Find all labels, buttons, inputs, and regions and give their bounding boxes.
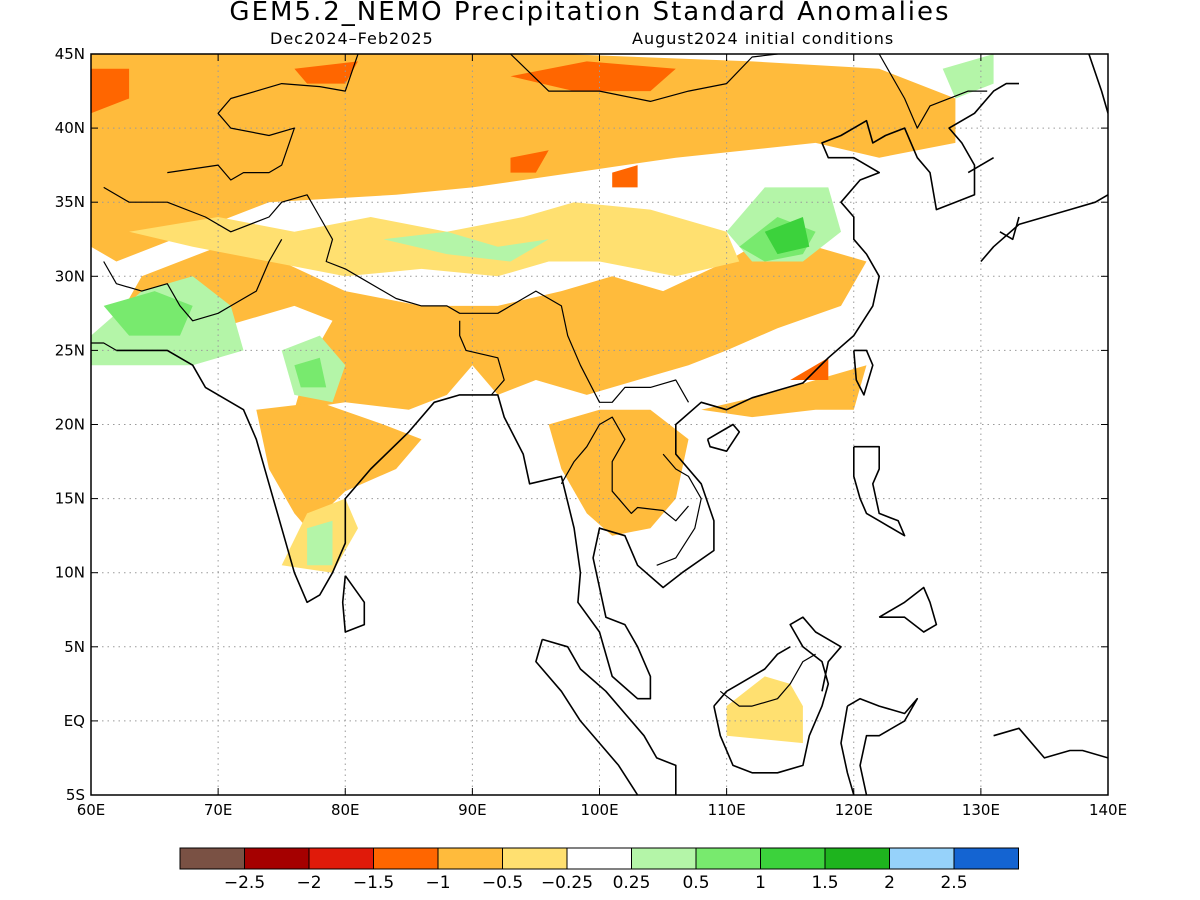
country-border — [656, 453, 702, 566]
colorbar-label: −2.5 — [224, 873, 265, 893]
country-border — [103, 186, 690, 403]
anomaly-region — [294, 357, 327, 388]
colorbar-swatch — [953, 847, 1019, 870]
coastline — [840, 705, 855, 795]
colorbar-label: 0.5 — [682, 873, 709, 893]
coastline — [999, 216, 1020, 241]
country-border-layer — [91, 54, 988, 707]
colorbar-swatch — [308, 847, 374, 870]
anomaly-region — [256, 402, 422, 529]
chart-title: GEM5.2_NEMO Precipitation Standard Anoma… — [229, 0, 951, 27]
coastline — [116, 82, 1019, 700]
anomaly-field-layer — [91, 54, 994, 744]
country-border — [719, 653, 816, 707]
forecast-period: Dec2024–Feb2025 — [270, 29, 434, 48]
coastline — [713, 616, 842, 774]
coastline — [967, 157, 995, 174]
lon-tick-label: 120E — [835, 801, 873, 819]
coastline — [993, 727, 1108, 759]
colorbar-swatch — [760, 847, 826, 870]
colorbar-label: −2 — [296, 873, 321, 893]
lon-tick-label: 60E — [77, 801, 106, 819]
lon-tick-label: 130E — [962, 801, 1000, 819]
anomaly-region — [116, 246, 867, 410]
colorbar-swatch — [566, 847, 632, 870]
lon-tick-label: 140E — [1089, 801, 1127, 819]
colorbar-label: 2.5 — [940, 873, 967, 893]
country-border — [91, 342, 117, 351]
coastline — [878, 586, 938, 633]
colorbar-label: 2 — [884, 873, 895, 893]
initial-conditions-label: August2024 initial conditions — [632, 29, 895, 48]
lat-tick-label: 5S — [66, 786, 85, 804]
country-border — [459, 320, 505, 396]
coastline — [535, 639, 639, 795]
coastline — [852, 445, 906, 537]
coastline — [542, 638, 677, 795]
anomaly-region — [790, 357, 829, 380]
lat-tick-label: EQ — [64, 712, 85, 730]
anomaly-region — [612, 165, 638, 188]
axis-ticks: 60E 70E 80E 90E 100E 110E 120E 130E 140E 45N 40N 35… — [55, 45, 1127, 819]
gridlines — [91, 54, 1108, 795]
lon-tick-label: 110E — [708, 801, 746, 819]
anomaly-region — [510, 150, 549, 173]
lat-tick-label: 15N — [55, 490, 85, 508]
colorbar-swatch — [824, 847, 890, 870]
lat-tick-label: 25N — [55, 341, 85, 359]
colorbar-swatch — [373, 847, 439, 870]
colorbar-swatch — [244, 847, 310, 870]
coastline — [980, 194, 1108, 263]
anomaly-region — [942, 54, 994, 99]
anomaly-region — [548, 409, 689, 536]
lat-tick-label: 10N — [55, 564, 85, 582]
colorbar-label: 1 — [755, 873, 766, 893]
country-border — [560, 416, 689, 522]
lat-tick-label: 20N — [55, 416, 85, 434]
country-border — [167, 54, 359, 181]
colorbar-label: −0.5 — [482, 873, 523, 893]
colorbar-swatch — [502, 847, 568, 870]
lat-tick-label: 40N — [55, 119, 85, 137]
country-border — [878, 54, 988, 129]
anomaly-region — [91, 68, 130, 114]
lat-tick-label: 45N — [55, 45, 85, 63]
coastline-layer — [116, 54, 1108, 795]
coastline — [713, 646, 791, 707]
lon-tick-label: 100E — [580, 801, 618, 819]
colorbar-label: −0.25 — [541, 873, 593, 893]
anomaly-region — [510, 61, 676, 92]
coastline — [1088, 54, 1108, 114]
colorbar-label: 0.25 — [613, 873, 651, 893]
colorbar-label: −1.5 — [353, 873, 394, 893]
lat-tick-label: 30N — [55, 267, 85, 285]
country-border — [103, 239, 283, 322]
colorbar: −2.5 −2 −1.5 −1 −0.5 −0.25 0.25 0.5 1 1.5 2 2.5 — [179, 847, 1019, 893]
anomaly-region — [383, 231, 549, 262]
anomaly-region — [294, 61, 358, 84]
colorbar-swatch — [695, 847, 761, 870]
colorbar-swatch — [889, 847, 955, 870]
coastline — [853, 349, 874, 396]
lon-tick-label: 70E — [204, 801, 233, 819]
lon-tick-label: 90E — [458, 801, 487, 819]
lat-tick-label: 35N — [55, 193, 85, 211]
anomaly-region — [764, 217, 810, 255]
anomaly-region — [307, 520, 333, 566]
colorbar-label: 1.5 — [811, 873, 838, 893]
anomaly-region — [103, 291, 193, 336]
lon-tick-label: 80E — [331, 801, 360, 819]
coastline — [341, 575, 366, 633]
country-border — [508, 54, 780, 103]
coastline — [846, 697, 919, 795]
lat-tick-label: 5N — [64, 638, 85, 656]
colorbar-label: −1 — [425, 873, 450, 893]
colorbar-swatch — [179, 847, 245, 870]
anomaly-region — [726, 676, 803, 744]
colorbar-swatch — [631, 847, 697, 870]
colorbar-swatch — [437, 847, 503, 870]
coastline — [706, 423, 741, 453]
